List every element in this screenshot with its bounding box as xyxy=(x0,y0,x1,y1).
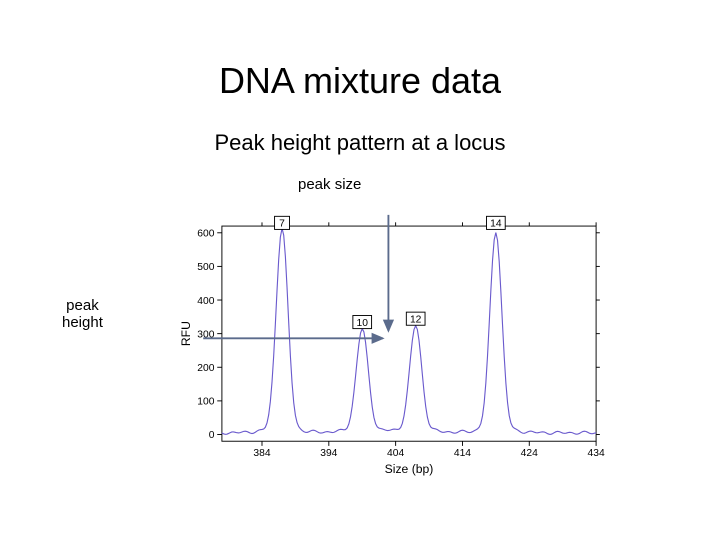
y-tick-label: 0 xyxy=(209,430,215,441)
slide-title-text: DNA mixture data xyxy=(219,60,501,101)
x-tick-label: 424 xyxy=(521,448,538,459)
annotation-peak-size: peak size xyxy=(298,176,361,193)
slide-title: DNA mixture data xyxy=(0,60,720,102)
x-tick-label: 394 xyxy=(320,448,337,459)
allele-label: 10 xyxy=(357,318,369,329)
y-tick-label: 500 xyxy=(197,262,214,273)
x-tick-label: 384 xyxy=(253,448,270,459)
y-tick-label: 400 xyxy=(197,296,214,307)
plot-area xyxy=(222,226,596,441)
slide-subtitle-text: Peak height pattern at a locus xyxy=(214,130,505,155)
x-tick-label: 434 xyxy=(588,448,605,459)
x-axis-label: Size (bp) xyxy=(385,462,434,476)
y-tick-label: 100 xyxy=(197,397,214,408)
allele-label: 7 xyxy=(279,219,285,230)
y-axis-label: RFU xyxy=(179,321,193,346)
allele-label: 12 xyxy=(410,314,422,325)
annotation-peak-height: peakheight xyxy=(62,298,103,331)
slide-subtitle: Peak height pattern at a locus xyxy=(0,130,720,156)
x-tick-label: 414 xyxy=(454,448,471,459)
electropherogram-chart: 0100200300400500600384394404414424434Siz… xyxy=(150,198,610,488)
y-tick-label: 200 xyxy=(197,363,214,374)
allele-label: 14 xyxy=(490,219,502,230)
y-tick-label: 600 xyxy=(197,229,214,240)
x-tick-label: 404 xyxy=(387,448,404,459)
